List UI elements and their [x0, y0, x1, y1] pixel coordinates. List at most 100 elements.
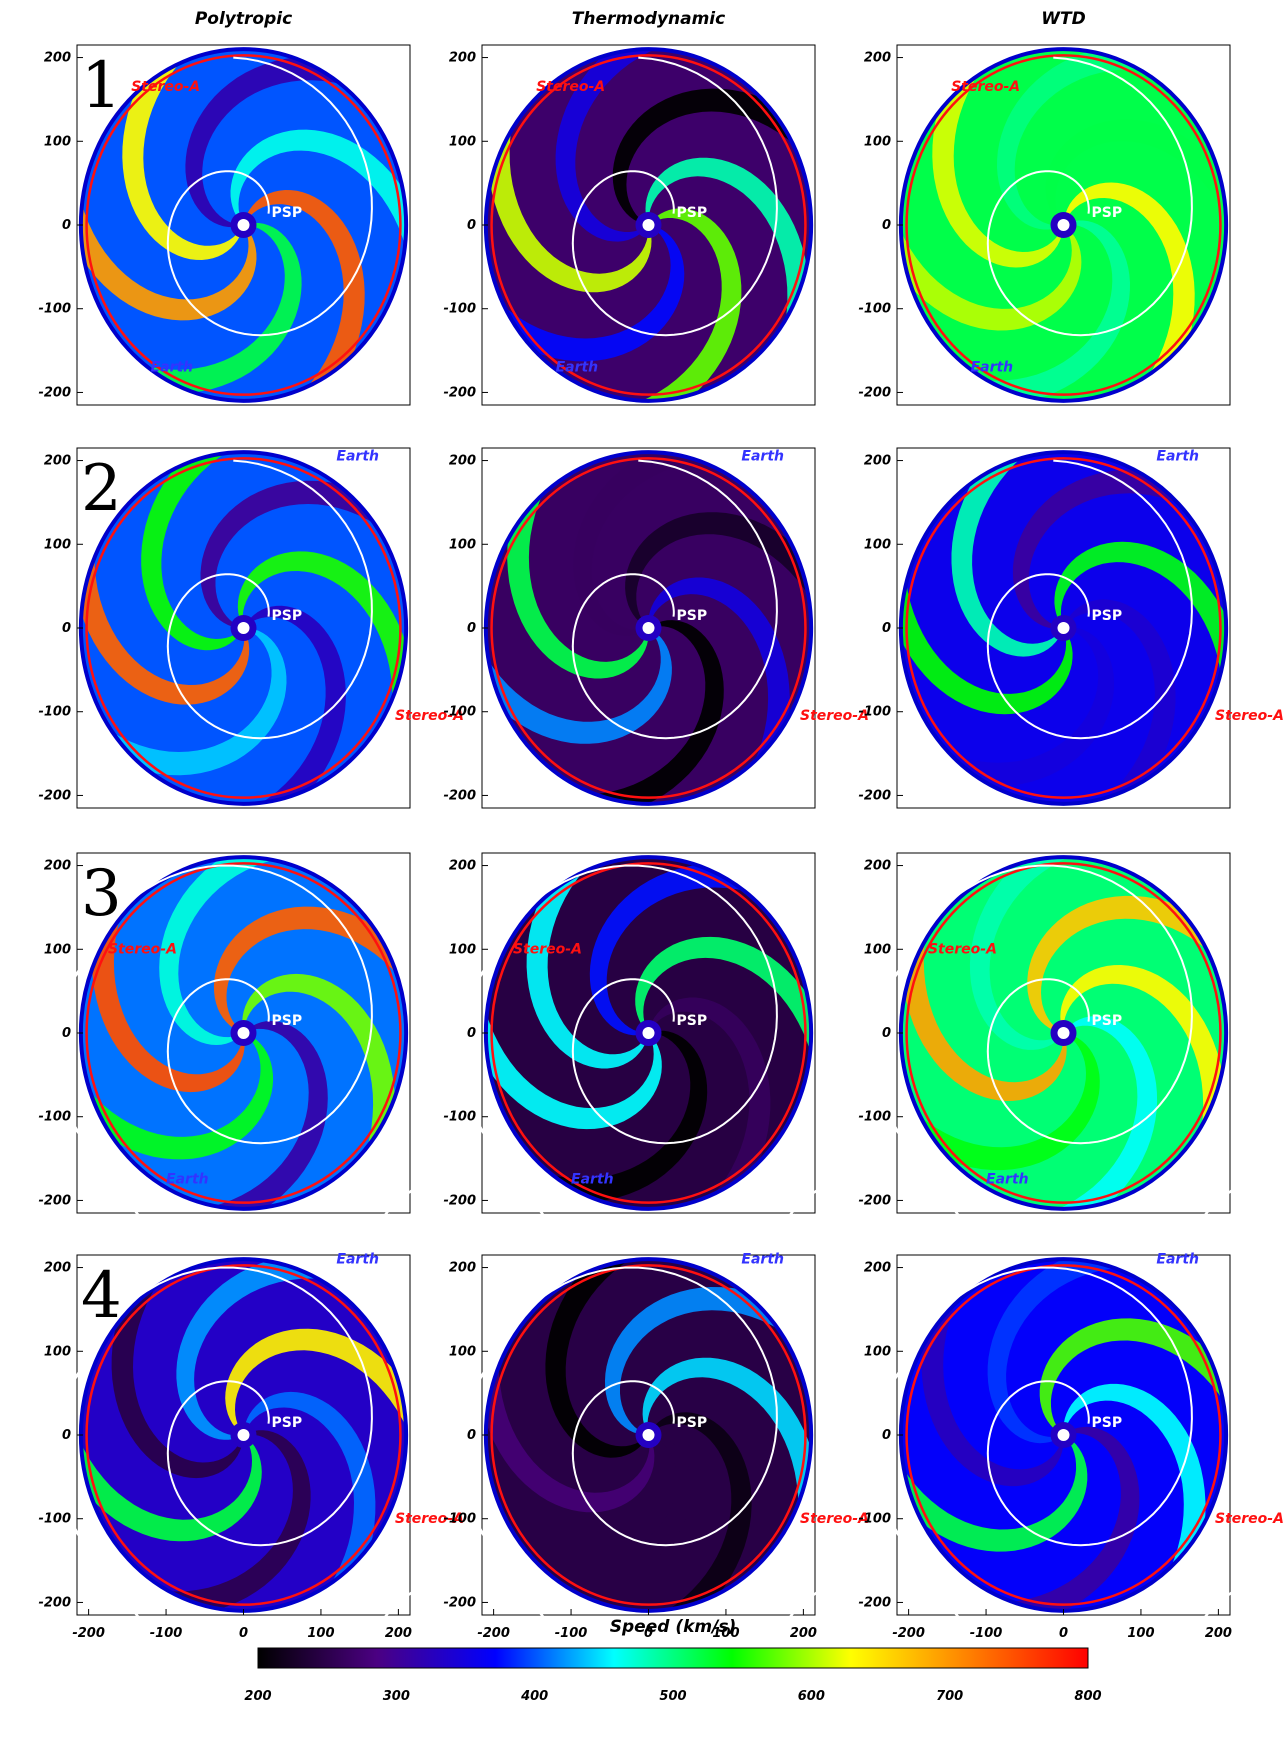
panel: PSP Earth Stereo-A -200 -100 0 100 200: [443, 811, 885, 1260]
stereo-label: Stereo-A: [395, 708, 464, 724]
psp-trajectory: [986, 459, 1193, 740]
spiral-arm: [1045, 119, 1227, 401]
y-tick-label: 0: [467, 218, 476, 233]
earth-orbit-circle: [490, 862, 807, 1204]
psp-trajectory: [166, 459, 373, 740]
spiral-arm: [122, 49, 407, 260]
sun-marker: [237, 622, 250, 634]
panel: PSP Earth Stereo-A -200 -100 0 100 200: [858, 447, 1284, 809]
sun-marker: [642, 1027, 655, 1039]
spiral-arm: [635, 936, 812, 1209]
x-tick-label: -200: [892, 1626, 925, 1641]
spiral-arm: [485, 997, 771, 1209]
panel: PSP Earth Stereo-A -200 -100 0 100 200: [858, 811, 1287, 1260]
earth-orbit-circle: [905, 54, 1222, 396]
panel: PSP Earth Stereo-A -200 -100 0 100 200 3: [38, 811, 480, 1260]
spiral-arm: [485, 452, 672, 744]
y-tick-label: -100: [38, 1512, 71, 1527]
x-tick-label: -200: [477, 1626, 510, 1641]
psp-label: PSP: [272, 1013, 303, 1029]
x-tick-label: 0: [644, 1626, 653, 1641]
y-tick-label: 200: [449, 1261, 476, 1276]
y-tick-label: 200: [449, 51, 476, 66]
row-number: 2: [81, 452, 122, 526]
earth-label: Earth: [166, 1172, 209, 1188]
y-tick-label: -200: [858, 385, 891, 400]
panel: PSP Earth Stereo-A -200 -200 -100 -100 0 0 100 100…: [38, 1213, 480, 1662]
sun-marker: [1057, 622, 1070, 634]
colorbar-tick-label: 800: [1074, 1689, 1101, 1704]
earth-orbit-circle: [905, 862, 1222, 1204]
panel: PSP Earth Stereo-A -200 -200 -100 -100 0 0 100 100…: [443, 1213, 885, 1662]
y-tick-label: 100: [864, 942, 891, 957]
y-tick-label: 200: [864, 859, 891, 874]
psp-trajectory: [60, 811, 480, 1260]
spiral-arm: [900, 1016, 1158, 1209]
y-tick-label: 100: [44, 942, 71, 957]
y-tick-label: -200: [443, 788, 476, 803]
x-tick-label: 200: [1205, 1626, 1232, 1641]
sun-marker: [642, 1429, 655, 1441]
spiral-arm: [485, 208, 742, 401]
row-number: 4: [81, 1259, 122, 1333]
spiral-arm: [1039, 1318, 1227, 1611]
psp-trajectory: [571, 56, 778, 337]
earth-orbit-circle: [85, 862, 402, 1204]
y-tick-label: -100: [858, 1110, 891, 1125]
colorbar: [257, 1647, 1089, 1669]
earth-label: Earth: [986, 1172, 1029, 1188]
stereo-label: Stereo-A: [513, 941, 582, 957]
psp-label: PSP: [677, 1415, 708, 1431]
sun-marker: [1057, 219, 1070, 231]
earth-label: Earth: [741, 449, 784, 465]
y-tick-label: -100: [38, 302, 71, 317]
spiral-arm: [526, 857, 812, 1069]
y-tick-label: 200: [864, 1261, 891, 1276]
x-tick-label: 0: [1059, 1626, 1068, 1641]
sun-marker: [237, 1027, 250, 1039]
y-tick-label: 200: [449, 454, 476, 469]
x-tick-label: -100: [555, 1626, 588, 1641]
x-tick-label: 100: [712, 1626, 739, 1641]
stereo-label: Stereo-A: [928, 941, 997, 957]
spiral-arm: [625, 512, 812, 804]
column-title: WTD: [1041, 9, 1085, 29]
spiral-arm: [80, 190, 365, 401]
psp-label: PSP: [272, 1415, 303, 1431]
y-tick-label: 0: [62, 621, 71, 636]
psp-trajectory: [571, 459, 778, 740]
x-tick-label: 200: [385, 1626, 412, 1641]
panel: PSP Earth Stereo-A -200 -100 0 100 200 2: [38, 447, 464, 809]
y-tick-label: 0: [467, 1428, 476, 1443]
panel: PSP Earth Stereo-A -200 -100 0 100 200: [443, 44, 816, 406]
psp-trajectory: [465, 811, 885, 1260]
earth-label: Earth: [336, 449, 379, 465]
psp-trajectory: [986, 56, 1193, 337]
spiral-arm: [900, 49, 1082, 331]
x-tick-label: -100: [150, 1626, 183, 1641]
spiral-arm: [485, 49, 685, 362]
y-tick-label: -100: [443, 705, 476, 720]
y-tick-label: 200: [449, 859, 476, 874]
psp-label: PSP: [677, 205, 708, 221]
spiral-arm: [141, 452, 407, 651]
y-tick-label: -200: [858, 1193, 891, 1208]
y-tick-label: 0: [467, 621, 476, 636]
spiral-arm: [900, 1259, 1088, 1552]
y-tick-label: 200: [44, 859, 71, 874]
y-tick-label: -100: [858, 302, 891, 317]
speed-map: [485, 49, 812, 401]
y-tick-label: 100: [44, 1344, 71, 1359]
y-tick-label: 0: [882, 218, 891, 233]
earth-label: Earth: [1156, 449, 1199, 465]
y-tick-label: 200: [44, 51, 71, 66]
spiral-arm: [485, 1412, 752, 1611]
spiral-arm: [80, 857, 274, 1160]
stereo-label: Stereo-A: [1215, 1511, 1284, 1527]
spiral-arm: [900, 599, 1176, 804]
y-tick-label: -200: [38, 1193, 71, 1208]
spiral-arm: [80, 605, 346, 804]
y-tick-label: 100: [864, 134, 891, 149]
y-tick-label: 0: [62, 1428, 71, 1443]
